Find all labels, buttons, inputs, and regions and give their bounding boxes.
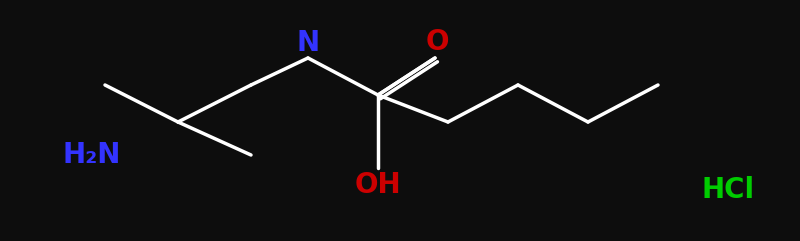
Text: N: N: [297, 29, 319, 57]
Text: O: O: [426, 28, 449, 56]
Text: H₂N: H₂N: [63, 141, 121, 169]
Text: OH: OH: [354, 171, 402, 199]
Text: HCl: HCl: [702, 176, 754, 204]
